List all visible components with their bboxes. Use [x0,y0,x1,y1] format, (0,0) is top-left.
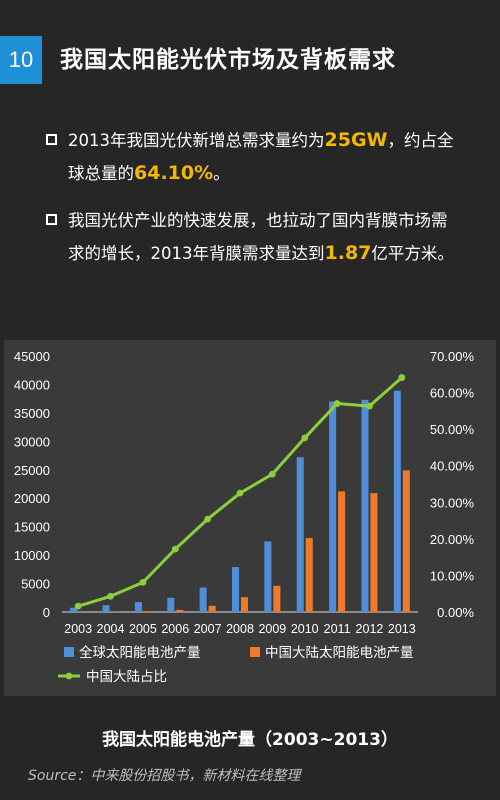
y-left-tick-label: 45000 [14,349,50,364]
line-china-share-point [107,592,114,600]
bar-global-production [296,457,304,612]
x-tick-label: 2011 [324,622,351,636]
bar-china-production [176,609,184,612]
bullet-text-part: 我国光伏产业的快速发展，也拉动了国内背膜市场需求的增长，2013年背膜需求量达到 [68,211,448,263]
chart-canvas: 0 5000 10000 15000 20000 25000 30000 35000 40000… [4,340,496,696]
bar-china-production [305,538,313,612]
y-right-tick-label: 40.00% [430,459,475,474]
bar-china-production [241,597,248,612]
y-left-tick-label: 30000 [14,434,50,449]
highlight-value: 25GW [324,129,388,151]
x-tick-label: 2008 [226,622,254,636]
line-china-share-point [74,602,82,610]
bar-global-production [70,607,78,612]
bullet-text: 我国光伏产业的快速发展，也拉动了国内背膜市场需求的增长，2013年背膜需求量达到… [50,204,460,270]
bar-global-production [393,390,401,612]
plot-panel-background [4,340,496,696]
bar-china-production [143,611,151,612]
x-tick-label: 2009 [258,622,286,636]
legend-label-global: 全球太阳能电池产量 [79,644,201,661]
bullet-text-part: 亿平方米。 [371,244,454,263]
bar-global-production [199,587,207,612]
x-tick-label: 2004 [97,622,125,636]
bar-china-production [338,491,346,612]
bar-global-production [329,401,337,612]
bullet-text: 2013年我国光伏新增总需求量约为25GW，约占全球总量的64.10%。 [50,124,460,190]
y-left-tick-label: 25000 [14,463,50,478]
line-china-share-point [139,578,147,586]
line-china-share-point [398,374,406,381]
legend-label-china: 中国大陆太阳能电池产量 [265,645,414,661]
y-right-tick-label: 70.00% [430,349,475,364]
y-left-tick-label: 5000 [21,577,50,592]
bullet-backsheet-demand: 我国光伏产业的快速发展，也拉动了国内背膜市场需求的增长，2013年背膜需求量达到… [46,204,460,270]
x-tick-label: 2013 [388,622,416,636]
legend-label-share: 中国大陆占比 [86,669,167,685]
bar-china-production [208,605,216,612]
y-right-tick-label: 60.00% [430,386,475,401]
y-left-tick-label: 0 [43,605,50,620]
y-right-tick-label: 10.00% [430,568,475,583]
line-china-share-point [301,434,309,442]
bar-china-production [402,470,410,612]
y-right-tick-label: 30.00% [430,495,475,510]
page-number-badge: 10 [0,36,42,84]
x-tick-label: 2007 [194,622,222,636]
square-bullet-icon [46,134,57,145]
highlight-value: 64.10% [134,162,214,184]
header: 10 我国太阳能光伏市场及背板需求 [0,0,500,84]
legend-swatch-share-point [65,672,73,680]
bullet-global-share: 2013年我国光伏新增总需求量约为25GW，约占全球总量的64.10%。 [46,124,460,190]
bullet-text-part: 2013年我国光伏新增总需求量约为 [68,131,325,150]
bar-china-production [273,585,281,612]
y-left-tick-label: 35000 [14,406,50,421]
y-right-tick-label: 20.00% [430,532,475,547]
y-right-tick-label: 50.00% [430,422,475,437]
y-left-tick-label: 10000 [14,548,50,563]
line-china-share-point [268,470,276,478]
square-bullet-icon [46,214,57,225]
line-china-share-point [171,545,179,553]
solar-cell-production-chart: 0 5000 10000 15000 20000 25000 30000 35000 40000… [4,340,496,696]
x-tick-label: 2010 [291,622,319,636]
bar-china-production [370,493,378,612]
y-left-tick-label: 40000 [14,377,50,392]
x-tick-label: 2006 [161,622,189,636]
x-tick-label: 2012 [356,622,384,636]
bar-global-production [134,602,142,612]
bar-global-production [232,567,239,612]
line-china-share-point [204,515,212,523]
bar-global-production [361,399,369,612]
bullet-text-part: ，约占全球总量的 [68,131,454,183]
page-title: 我国太阳能光伏市场及背板需求 [60,47,396,73]
legend-swatch-global [64,647,74,657]
y-left-tick-label: 20000 [14,491,50,506]
x-tick-label: 2005 [129,622,157,636]
bullet-text-part: 。 [213,164,230,183]
bar-global-production [102,605,110,612]
y-left-tick-label: 15000 [14,520,50,535]
bar-global-production [167,597,175,612]
line-china-share-point [236,489,244,497]
source-note: Source：中来股份招股书，新材料在线整理 [28,768,301,784]
line-china-share-point [366,402,373,410]
y-right-tick-label: 0.00% [437,605,474,620]
chart-caption: 我国太阳能电池产量（2003~2013） [102,730,398,750]
legend-swatch-china [250,647,260,657]
bar-global-production [264,541,272,612]
x-tick-label: 2003 [64,622,92,636]
highlight-value: 1.87 [324,242,372,264]
line-china-share-point [333,400,341,407]
